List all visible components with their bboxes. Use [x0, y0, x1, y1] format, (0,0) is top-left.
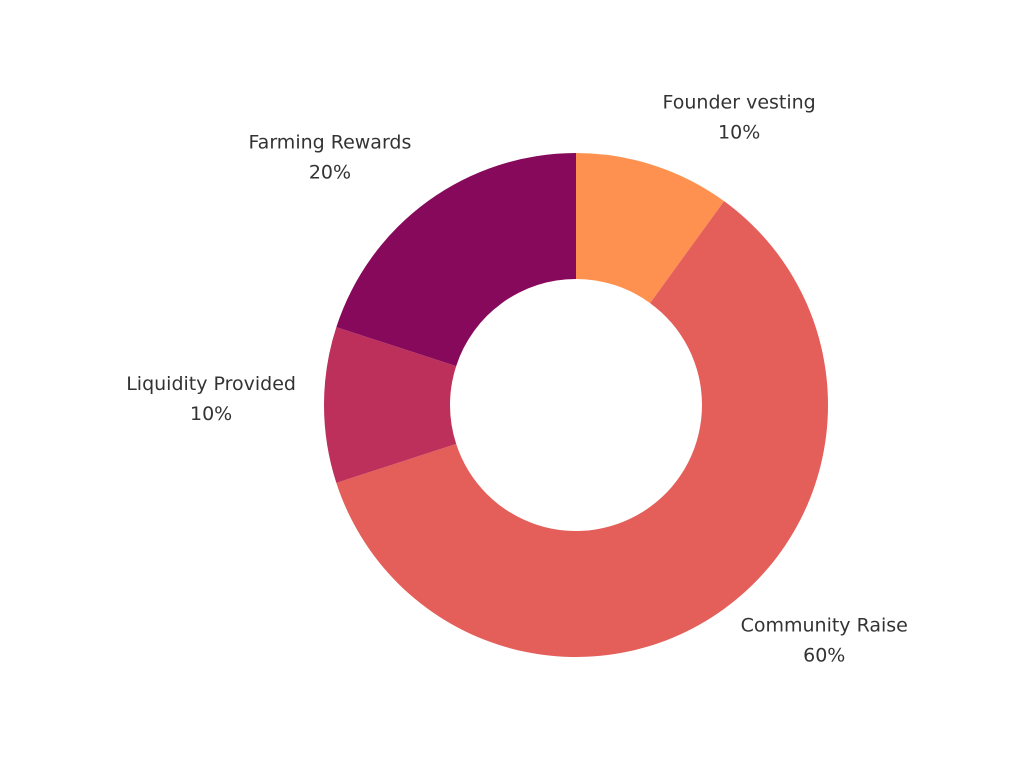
slice-name-label: Liquidity Provided: [126, 373, 296, 395]
labels-group: Founder vesting 10% Community Raise 60% Liqu…: [126, 92, 908, 667]
slice-founder-vesting: [576, 153, 725, 304]
slice-value-label: 10%: [718, 122, 760, 144]
slice-label-founder-vesting: Founder vesting 10%: [663, 92, 816, 144]
slice-label-farming-rewards: Farming Rewards 20%: [249, 131, 412, 183]
slice-liquidity-provided: [324, 327, 457, 483]
slice-label-community-raise: Community Raise 60%: [741, 615, 908, 667]
slice-name-label: Founder vesting: [663, 92, 816, 114]
slice-name-label: Farming Rewards: [249, 131, 412, 153]
slice-value-label: 10%: [190, 403, 232, 425]
slice-name-label: Community Raise: [741, 615, 908, 637]
slice-label-liquidity-provided: Liquidity Provided 10%: [126, 373, 296, 425]
slice-value-label: 60%: [803, 645, 845, 667]
slices-group: [324, 153, 829, 657]
slice-farming-rewards: [336, 153, 576, 367]
slice-community-raise: [336, 201, 829, 657]
slice-value-label: 20%: [309, 161, 351, 183]
